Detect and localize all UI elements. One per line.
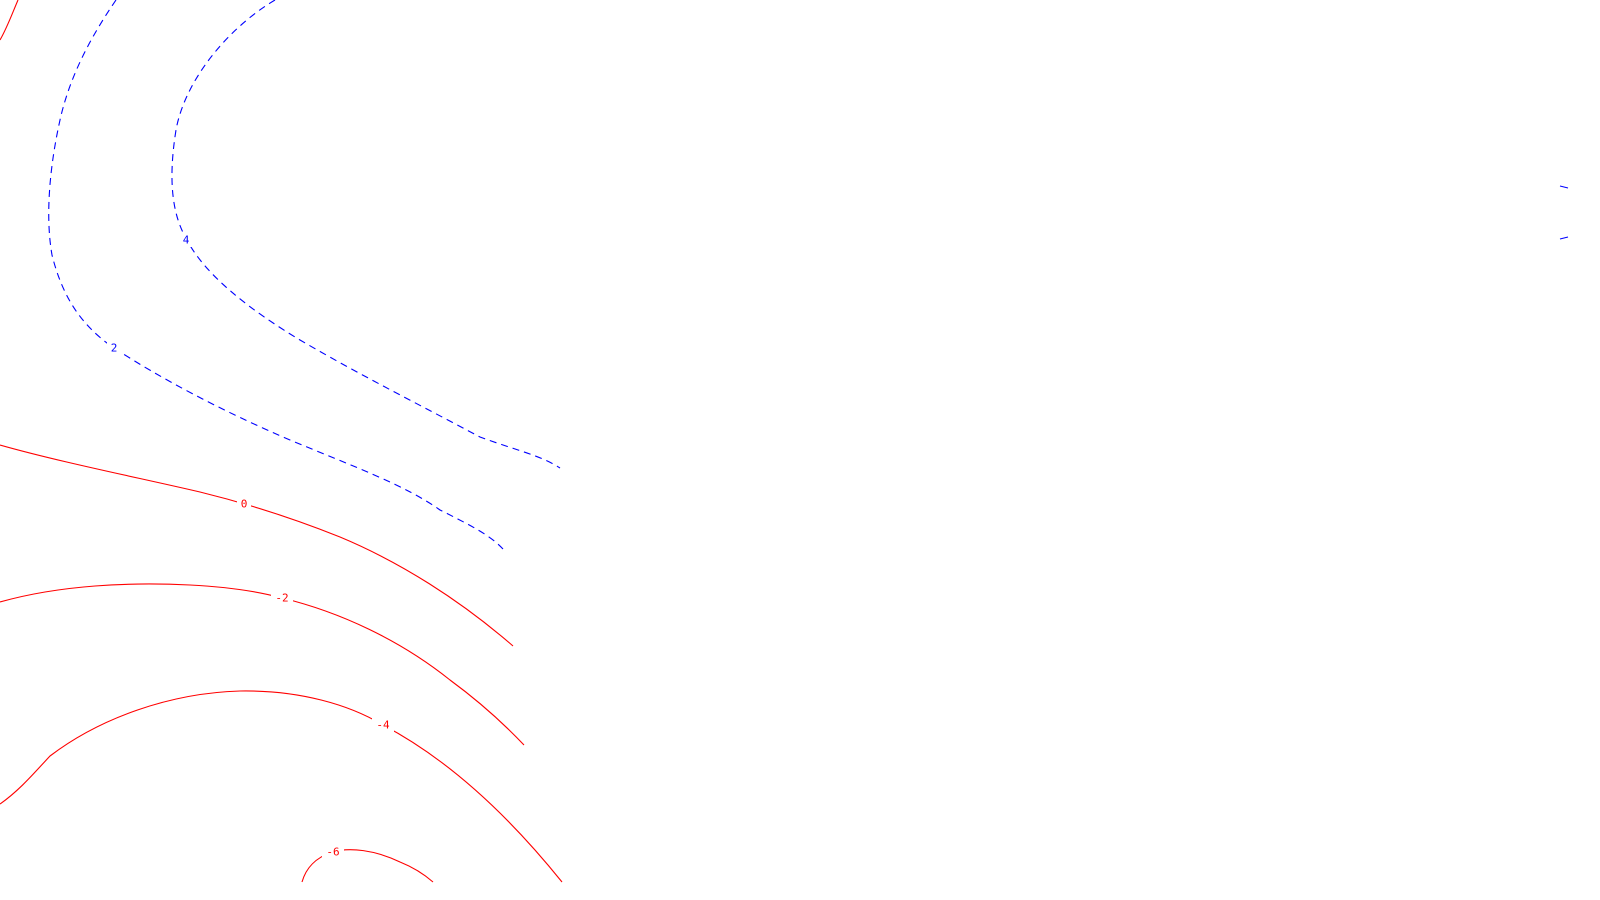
contour-label-bg-2 xyxy=(107,341,121,355)
contour-label-bg-neg4 xyxy=(372,718,394,732)
contour-line-4 xyxy=(171,0,561,469)
contour-fragment-right-lower xyxy=(1559,236,1569,240)
contour-fragment-right-upper xyxy=(1559,185,1569,189)
contour-line-neg6 xyxy=(301,849,434,883)
contour-fragment-top-left xyxy=(0,0,19,41)
contour-label-neg4: -4 xyxy=(376,719,390,732)
contour-label-bg-4 xyxy=(179,233,193,247)
contour-label-bg-neg2 xyxy=(271,591,293,605)
contour-line-neg2 xyxy=(0,583,525,746)
contour-label-neg6: -6 xyxy=(326,846,339,859)
contour-line-2 xyxy=(48,0,504,550)
contour-label-2: 2 xyxy=(111,342,118,355)
contour-label-4: 4 xyxy=(183,234,190,247)
contour-label-bg-neg6 xyxy=(322,845,344,859)
contour-label-bg-0 xyxy=(237,497,251,511)
contour-label-0: 0 xyxy=(241,498,248,511)
contour-label-neg2: -2 xyxy=(275,592,288,605)
contour-line-0 xyxy=(0,444,514,647)
contour-line-neg4 xyxy=(0,690,563,883)
